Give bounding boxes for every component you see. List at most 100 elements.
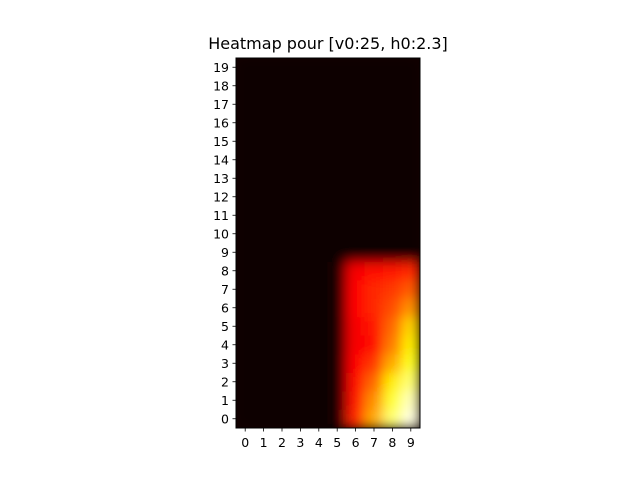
heatmap-cell-x6-y11 [346, 205, 366, 225]
x-tick-label: 2 [278, 435, 286, 450]
heatmap-cell-x5-y12 [327, 187, 347, 207]
heatmap-cell-x1-y6 [254, 298, 274, 318]
heatmap-cell-x3-y11 [290, 205, 310, 225]
heatmap-cell-x9-y18 [401, 76, 420, 96]
heatmap-cell-x8-y11 [382, 205, 402, 225]
heatmap-cell-x8-y1 [382, 390, 402, 410]
heatmap-cell-x3-y12 [290, 187, 310, 207]
heatmap-cell-x2-y10 [272, 224, 292, 244]
heatmap-cell-x7-y4 [364, 335, 384, 355]
heatmap-cell-x5-y8 [327, 261, 347, 281]
heatmap-cell-x0-y4 [236, 335, 255, 355]
heatmap-cell-x8-y16 [382, 113, 402, 133]
heatmap-cell-x9-y5 [401, 316, 420, 336]
heatmap-cell-x4-y12 [309, 187, 329, 207]
heatmap-cell-x8-y15 [382, 131, 402, 151]
heatmap-cell-x0-y19 [236, 58, 255, 77]
heatmap-cell-x9-y1 [401, 390, 420, 410]
heatmap-cell-x5-y16 [327, 113, 347, 133]
heatmap-cell-x4-y16 [309, 113, 329, 133]
heatmap-cell-x6-y16 [346, 113, 366, 133]
heatmap-cell-x0-y3 [236, 353, 255, 373]
plot-frame [235, 57, 421, 429]
heatmap-cell-x0-y9 [236, 242, 255, 262]
heatmap-cell-x1-y10 [254, 224, 274, 244]
y-tick-label: 19 [213, 60, 229, 75]
y-tick-label: 18 [213, 78, 229, 93]
x-tick-label: 9 [407, 435, 415, 450]
heatmap-cell-x2-y18 [272, 76, 292, 96]
heatmap-cell-x6-y6 [346, 298, 366, 318]
heatmap-cell-x7-y3 [364, 353, 384, 373]
heatmap-cell-x0-y12 [236, 187, 255, 207]
heatmap-cell-x3-y18 [290, 76, 310, 96]
heatmap-cell-x4-y10 [309, 224, 329, 244]
heatmap-cell-x4-y14 [309, 150, 329, 170]
x-tick-label: 5 [333, 435, 341, 450]
heatmap-cell-x7-y0 [364, 409, 384, 428]
x-tick-label: 0 [241, 435, 249, 450]
x-tick-label: 6 [352, 435, 360, 450]
heatmap-cell-x2-y7 [272, 279, 292, 299]
heatmap-cell-x8-y9 [382, 242, 402, 262]
heatmap-cell-x6-y8 [346, 261, 366, 281]
heatmap-cell-x5-y19 [327, 58, 347, 77]
heatmap-cell-x8-y6 [382, 298, 402, 318]
heatmap-cell-x8-y8 [382, 261, 402, 281]
y-tick-label: 1 [221, 393, 229, 408]
heatmap-cell-x4-y2 [309, 372, 329, 392]
heatmap-cell-x4-y8 [309, 261, 329, 281]
heatmap-cell-x5-y1 [327, 390, 347, 410]
heatmap-cell-x2-y11 [272, 205, 292, 225]
x-tick-label: 7 [370, 435, 378, 450]
heatmap-cell-x1-y3 [254, 353, 274, 373]
heatmap-cell-x4-y1 [309, 390, 329, 410]
heatmap-cell-x2-y15 [272, 131, 292, 151]
heatmap-cell-x2-y19 [272, 58, 292, 77]
heatmap-cell-x0-y17 [236, 94, 255, 114]
y-tick-label: 12 [213, 189, 229, 204]
heatmap-cell-x1-y12 [254, 187, 274, 207]
heatmap-cell-x0-y11 [236, 205, 255, 225]
heatmap-cell-x6-y1 [346, 390, 366, 410]
heatmap-cell-x0-y2 [236, 372, 255, 392]
heatmap-cell-x9-y8 [401, 261, 420, 281]
heatmap-cell-x6-y13 [346, 168, 366, 188]
heatmap-cell-x8-y10 [382, 224, 402, 244]
heatmap-cell-x0-y6 [236, 298, 255, 318]
heatmap-cell-x9-y0 [401, 409, 420, 428]
heatmap-cell-x1-y16 [254, 113, 274, 133]
heatmap-cell-x9-y17 [401, 94, 420, 114]
heatmap-cell-x9-y13 [401, 168, 420, 188]
heatmap-cell-x6-y10 [346, 224, 366, 244]
heatmap-cell-x4-y4 [309, 335, 329, 355]
heatmap-cell-x7-y19 [364, 58, 384, 77]
heatmap-cell-x9-y2 [401, 372, 420, 392]
heatmap-cell-x8-y12 [382, 187, 402, 207]
heatmap-cell-x1-y17 [254, 94, 274, 114]
heatmap-cell-x2-y6 [272, 298, 292, 318]
heatmap-cell-x6-y15 [346, 131, 366, 151]
heatmap-cell-x1-y4 [254, 335, 274, 355]
heatmap-cell-x2-y9 [272, 242, 292, 262]
heatmap-cell-x4-y3 [309, 353, 329, 373]
heatmap-cell-x3-y0 [290, 409, 310, 428]
x-tick-label: 1 [260, 435, 268, 450]
heatmap-cell-x3-y17 [290, 94, 310, 114]
heatmap-cell-x5-y0 [327, 409, 347, 428]
heatmap-cell-x4-y18 [309, 76, 329, 96]
heatmap-cell-x1-y19 [254, 58, 274, 77]
heatmap-cell-x6-y17 [346, 94, 366, 114]
heatmap-cell-x3-y8 [290, 261, 310, 281]
heatmap-cell-x5-y18 [327, 76, 347, 96]
heatmap-cell-x0-y8 [236, 261, 255, 281]
y-tick-label: 8 [221, 263, 229, 278]
heatmap-cell-x7-y13 [364, 168, 384, 188]
y-tick-label: 9 [221, 245, 229, 260]
heatmap-cell-x0-y14 [236, 150, 255, 170]
heatmap-cell-x4-y15 [309, 131, 329, 151]
heatmap-cell-x3-y1 [290, 390, 310, 410]
x-tick-label: 4 [315, 435, 323, 450]
heatmap-cell-x1-y1 [254, 390, 274, 410]
heatmap-cell-x3-y14 [290, 150, 310, 170]
